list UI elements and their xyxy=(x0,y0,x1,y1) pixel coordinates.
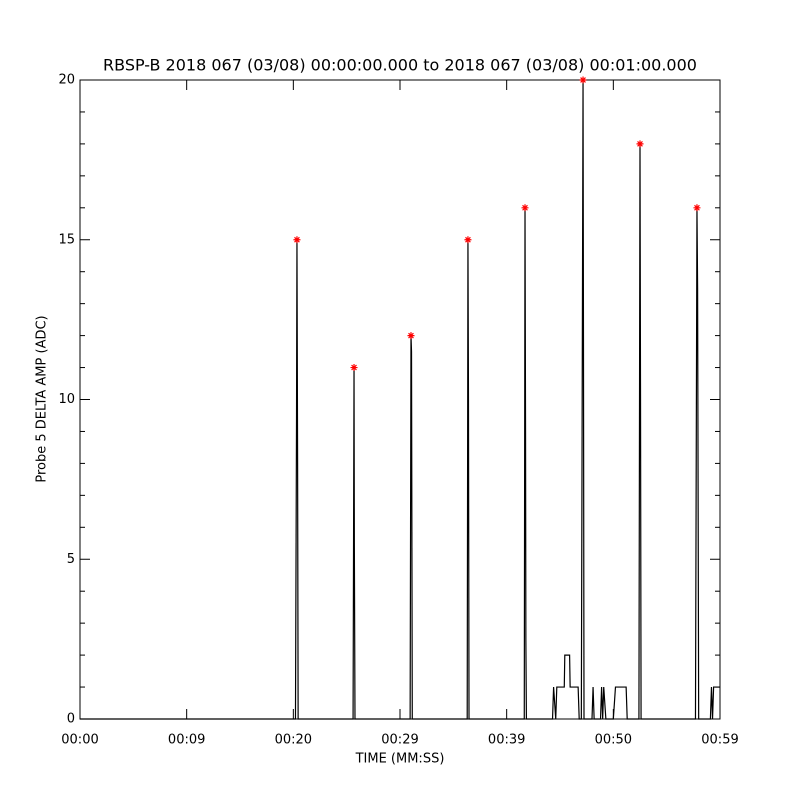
peak-marker xyxy=(636,140,644,148)
y-tick-label: 10 xyxy=(58,392,75,407)
x-axis-label: TIME (MM:SS) xyxy=(355,752,445,767)
peak-marker xyxy=(521,204,529,212)
x-tick-label: 00:50 xyxy=(595,733,632,748)
y-axis-label: Probe 5 DELTA AMP (ADC) xyxy=(35,315,50,482)
peak-marker xyxy=(407,332,415,340)
x-tick-label: 00:39 xyxy=(488,733,525,748)
chart-title: RBSP-B 2018 067 (03/08) 00:00:00.000 to … xyxy=(103,56,697,75)
y-tick-label: 5 xyxy=(67,552,75,567)
x-tick-label: 00:29 xyxy=(381,733,418,748)
x-tick-label: 00:00 xyxy=(61,733,98,748)
peak-marker xyxy=(579,76,587,84)
peak-marker xyxy=(350,364,358,372)
plot-frame xyxy=(79,79,721,720)
data-line xyxy=(80,79,720,720)
x-tick-label: 00:20 xyxy=(275,733,312,748)
peak-marker xyxy=(693,204,701,212)
peak-marker xyxy=(464,236,472,244)
y-tick-label: 15 xyxy=(58,232,75,247)
y-tick-label: 0 xyxy=(67,712,75,727)
peak-marker xyxy=(293,236,301,244)
x-tick-label: 00:09 xyxy=(168,733,205,748)
x-tick-label: 00:59 xyxy=(701,733,738,748)
y-tick-label: 20 xyxy=(58,73,75,88)
